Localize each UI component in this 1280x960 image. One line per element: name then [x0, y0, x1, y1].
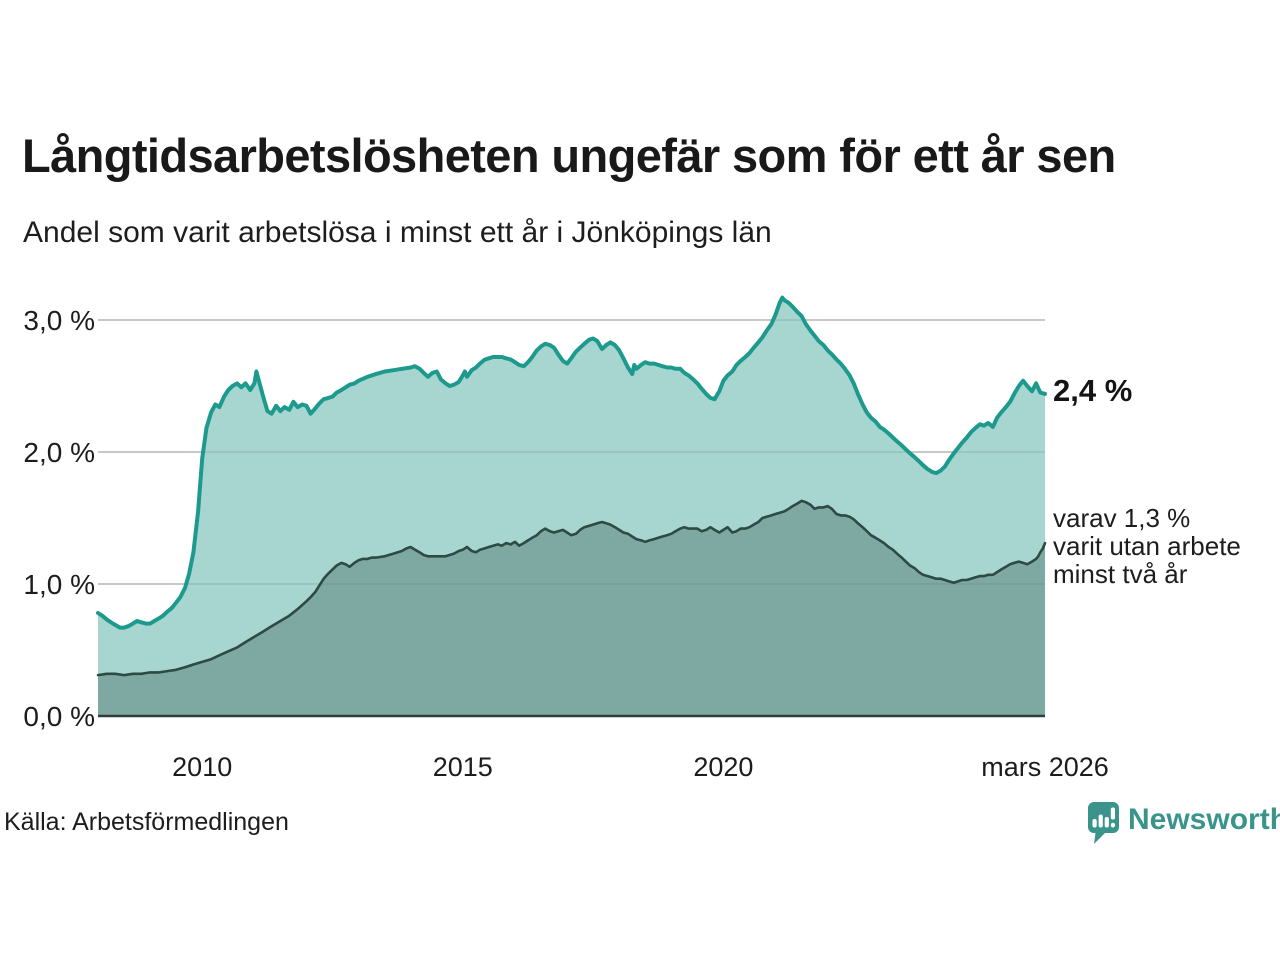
newsworthy-wordmark: Newsworthy: [1128, 803, 1280, 836]
x-tick-label: mars 2026: [981, 752, 1109, 782]
y-tick-label: 2,0 %: [23, 437, 95, 468]
series-line-min-one-year: [96, 295, 1047, 630]
newsworthy-bubble-icon: [1088, 802, 1119, 844]
source-note: Källa: Arbetsförmedlingen: [4, 808, 289, 836]
latest-value-label: 2,4 %: [1053, 373, 1133, 408]
y-tick-label: 1,0 %: [23, 569, 95, 600]
page-subtitle: Andel som varit arbetslösa i minst ett å…: [23, 216, 772, 249]
x-tick-label: 2015: [433, 752, 493, 782]
area-min-two-years: [98, 500, 1045, 716]
x-tick-label: 2020: [693, 752, 753, 782]
y-tick-label: 3,0 %: [23, 305, 95, 336]
x-tick-label: 2010: [172, 752, 232, 782]
page-title: Långtidsarbetslösheten ungefär som för e…: [22, 129, 1116, 182]
series-line-min-two-years: [96, 499, 1047, 677]
y-tick-label: 0,0 %: [23, 701, 95, 732]
two-year-note-label: varav 1,3 % varit utan arbete minst två …: [1053, 503, 1241, 589]
newsworthy-logo: Newsworthy: [1086, 800, 1280, 846]
